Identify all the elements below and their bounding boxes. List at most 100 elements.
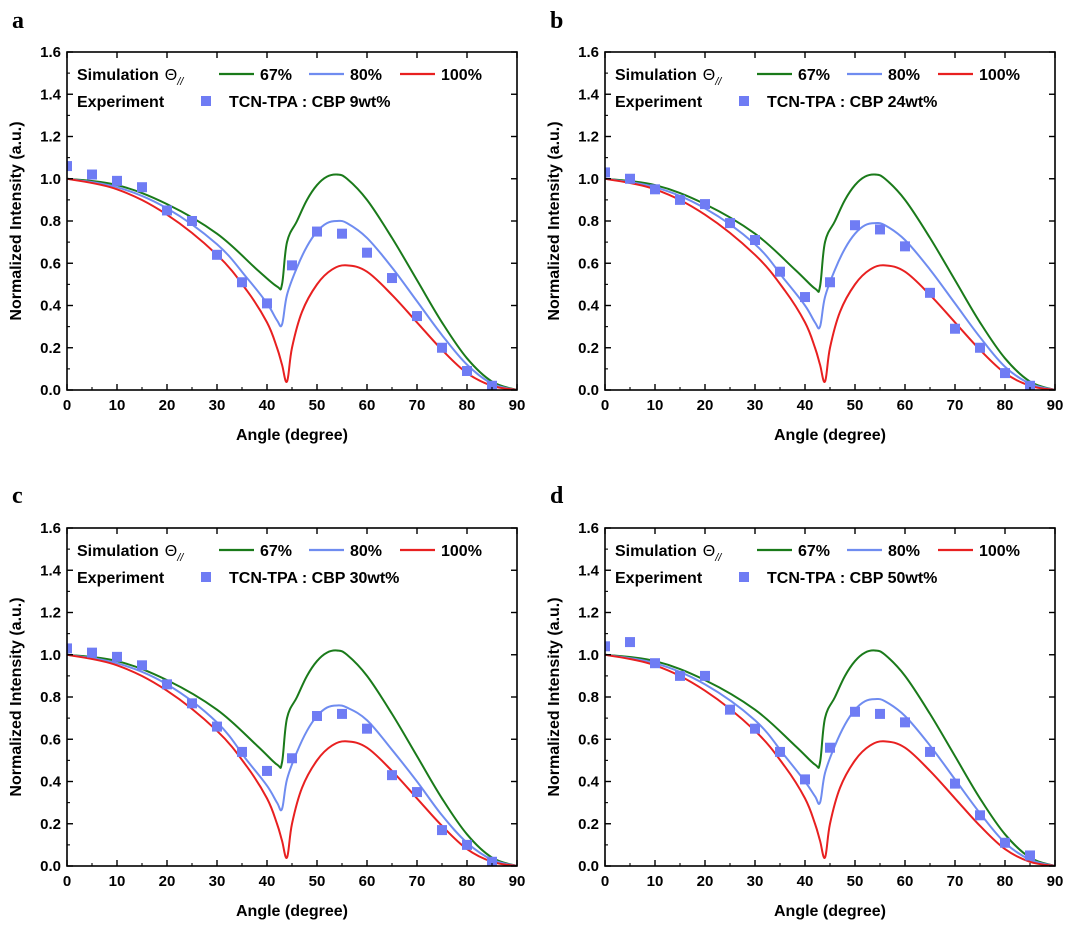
x-axis-title: Angle (degree) [236,427,348,444]
experiment-point [800,774,810,785]
x-tick-label: 90 [509,873,526,890]
legend-series-label: 80% [888,67,920,84]
legend-simulation-word: Simulation [615,543,697,560]
chart-panel-c: c 0 10 20 30 40 50 60 70 80 90 0.0 0.2 0.4 0.6 0.8 1.0 1.… [8,483,525,920]
y-tick-label: 0.4 [40,774,62,791]
x-axis-title: Angle (degree) [236,903,348,920]
legend-theta-symbol: Θ [703,67,715,84]
plot-area [605,637,1055,866]
panel-letter: a [12,8,24,34]
x-tick-label: 70 [409,397,426,414]
legend-experiment-label: Experiment [615,94,703,111]
y-tick-label: 1.6 [40,44,61,61]
experiment-point [675,194,685,205]
experiment-point [87,647,97,658]
experiment-point [462,839,472,850]
y-tick-label: 0.0 [40,382,61,399]
x-tick-label: 90 [1047,397,1064,414]
legend-experiment-marker [739,572,749,582]
experiment-point [487,856,497,866]
experiment-point [605,641,610,652]
legend-experiment-series: TCN-TPA : CBP 30wt% [229,570,399,587]
panel-letter: b [550,8,563,34]
x-tick-label: 70 [947,397,964,414]
experiment-point [750,723,760,734]
y-tick-label: 0.2 [578,340,599,357]
x-tick-label: 10 [109,397,126,414]
legend-experiment-series: TCN-TPA : CBP 24wt% [767,94,937,111]
experiment-point [800,292,810,303]
series-line-80pct [605,177,1055,390]
experiment-point [212,249,222,260]
experiment-point [775,746,785,757]
y-tick-label: 0.8 [40,213,61,230]
experiment-point [412,311,422,322]
x-tick-label: 0 [601,873,609,890]
x-tick-label: 20 [159,397,176,414]
experiment-point [187,216,197,226]
y-tick-label: 1.2 [40,605,61,622]
y-tick-label: 1.6 [578,520,599,537]
x-tick-label: 40 [797,873,814,890]
experiment-point [387,273,397,284]
experiment-point [950,778,960,789]
experiment-point [112,651,122,662]
experiment-point [1025,850,1035,861]
legend: Simulation Θ// 67% 80% 100% Experiment TCN-TPA… [77,67,482,111]
experiment-point [725,704,735,715]
x-tick-label: 40 [259,873,276,890]
experiment-point [437,342,447,353]
experiment-point [625,637,635,648]
x-axis-title: Angle (degree) [774,427,886,444]
experiment-point [775,266,785,277]
experiment-point [67,643,72,654]
x-tick-label: 50 [309,397,326,414]
experiment-point [237,277,247,288]
x-tick-label: 0 [63,397,71,414]
y-tick-label: 0.2 [578,816,599,833]
legend-simulation-word: Simulation [77,543,159,560]
experiment-point [287,260,297,271]
legend-series-label: 80% [888,543,920,560]
series-line-100pct [605,177,1055,390]
y-tick-label: 0.6 [40,255,61,272]
legend-simulation-label: Simulation Θ// [615,67,722,88]
legend-simulation-word: Simulation [615,67,697,84]
legend: Simulation Θ// 67% 80% 100% Experiment TCN-TPA… [77,543,482,587]
x-tick-label: 60 [897,397,914,414]
panel-letter: d [550,483,564,509]
x-tick-label: 50 [847,873,864,890]
series-line-67pct [67,649,517,866]
series-line-100pct [67,177,517,390]
legend-series-label: 67% [260,543,292,560]
x-tick-label: 10 [647,873,664,890]
experiment-point [850,220,860,231]
legend-simulation-label: Simulation Θ// [77,543,184,564]
y-tick-label: 1.4 [578,562,600,579]
experiment-point [162,679,172,690]
experiment-point [1025,380,1035,390]
y-tick-label: 1.4 [40,562,62,579]
legend-series-label: 67% [798,543,830,560]
x-tick-label: 50 [847,397,864,414]
x-tick-label: 0 [63,873,71,890]
x-tick-label: 10 [109,873,126,890]
experiment-point [975,342,985,353]
chart-panel-d: d 0 10 20 30 40 50 60 70 80 90 0.0 0.2 0.4 0.6 0.8 1.0 1.… [546,483,1063,920]
legend-experiment-label: Experiment [77,94,165,111]
experiment-point [187,698,197,709]
y-tick-label: 1.2 [40,129,61,146]
experiment-point [825,277,835,288]
experiment-point [825,742,835,753]
experiment-point [312,226,322,237]
experiment-point [700,670,710,681]
x-tick-label: 80 [997,873,1014,890]
experiment-point [650,658,660,669]
legend-theta-symbol: Θ [165,67,177,84]
y-tick-label: 0.6 [578,731,599,748]
experiment-point [487,380,497,390]
experiment-point [287,753,297,764]
y-tick-label: 0.6 [578,255,599,272]
experiment-point [137,660,147,671]
y-axis-title: Normalized Intensity (a.u.) [8,597,25,796]
